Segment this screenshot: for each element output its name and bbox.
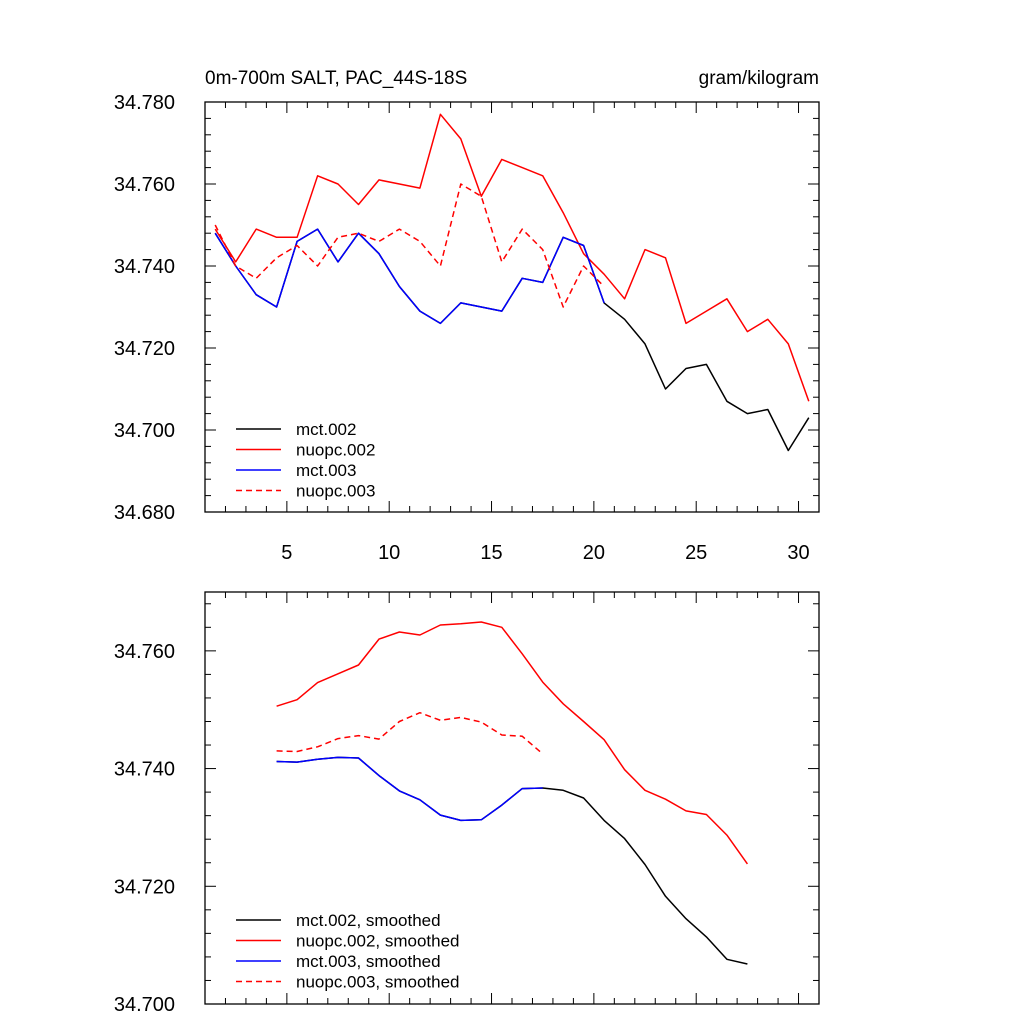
legend-label: mct.002, smoothed: [296, 911, 441, 930]
legend-label: nuopc.002: [296, 441, 375, 460]
y-tick-label: 34.760: [114, 174, 175, 196]
series-line-0: [214, 228, 810, 452]
legend-label: nuopc.002, smoothed: [296, 932, 460, 951]
series-line-3: [276, 711, 544, 755]
series-line-1: [276, 621, 749, 865]
chart-title: 0m-700m SALT, PAC_44S-18S: [205, 68, 467, 89]
series-line-3: [214, 183, 605, 308]
x-tick-label: 30: [787, 542, 809, 564]
series-line-2: [214, 228, 605, 325]
y-tick-label: 34.680: [114, 502, 175, 524]
x-tick-label: 5: [281, 542, 292, 564]
series-line-1: [214, 113, 810, 402]
x-tick-label: 10: [378, 542, 400, 564]
y-tick-label: 34.780: [114, 92, 175, 114]
units-label: gram/kilogram: [699, 68, 819, 89]
x-tick-label: 20: [583, 542, 605, 564]
top-panel: 5 10 15 20 25 30 34.680 34.700 34.720 34.740 34.76…: [114, 68, 820, 564]
y-tick-label: 34.720: [114, 338, 175, 360]
y-tick-label: 34.720: [114, 876, 175, 898]
legend-label: nuopc.003, smoothed: [296, 973, 460, 992]
legend-label: nuopc.003: [296, 482, 375, 501]
y-tick-label: 34.760: [114, 641, 175, 663]
legend-label: mct.003: [296, 461, 356, 480]
legend-label: mct.003, smoothed: [296, 952, 441, 971]
y-tick-label: 34.740: [114, 759, 175, 781]
y-tick-label: 34.740: [114, 256, 175, 278]
x-tick-label: 25: [685, 542, 707, 564]
y-tick-label: 34.700: [114, 420, 175, 442]
bottom-panel: 34.700 34.720 34.740 34.760 mct.002, smoothe…: [114, 591, 820, 1016]
y-tick-label: 34.700: [114, 994, 175, 1016]
series-line-2: [276, 756, 543, 822]
x-tick-label: 15: [480, 542, 502, 564]
legend-label: mct.002: [296, 420, 356, 439]
